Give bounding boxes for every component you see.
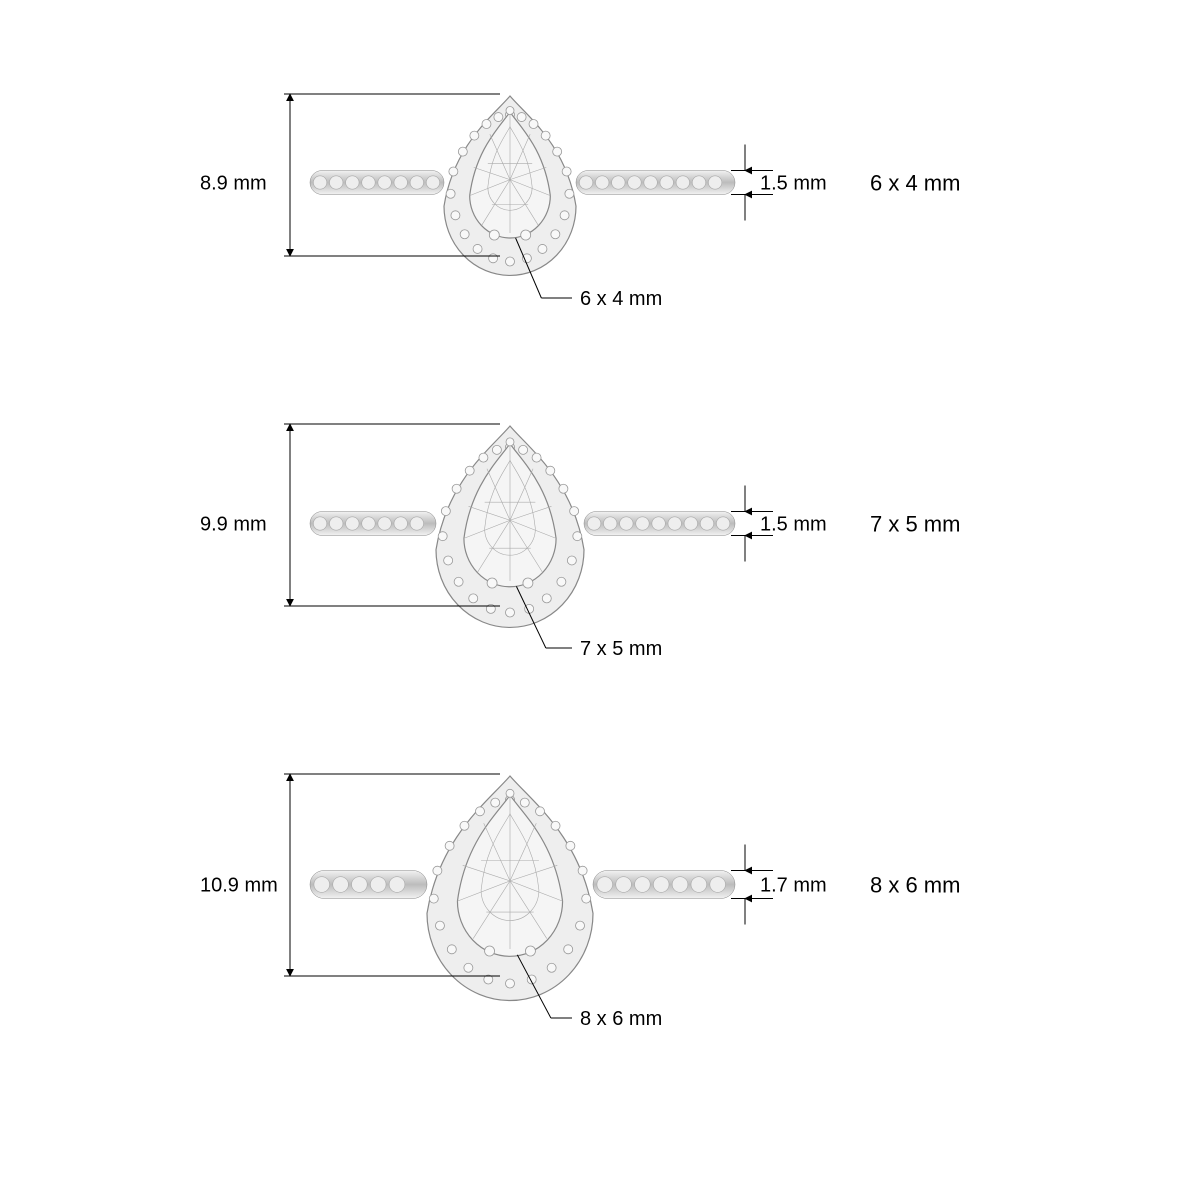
- band-thickness-label: 1.5 mm: [760, 514, 827, 536]
- ring-6x4: 8.9 mm 1.5 mm 6 x 4 mm 6 x 4 mm: [200, 94, 960, 310]
- band-thickness-label: 1.5 mm: [760, 173, 827, 195]
- size-label: 8 x 6 mm: [870, 873, 960, 898]
- size-label: 6 x 4 mm: [870, 171, 960, 196]
- height-label: 9.9 mm: [200, 514, 267, 536]
- band-thickness-label: 1.7 mm: [760, 875, 827, 897]
- ring-8x6: 10.9 mm 1.7 mm 8 x 6 mm 8 x 6 mm: [200, 774, 960, 1030]
- stone-size-label: 7 x 5 mm: [580, 638, 662, 660]
- ring-7x5: 9.9 mm 1.5 mm 7 x 5 mm 7 x 5 mm: [200, 424, 960, 660]
- stone-size-label: 6 x 4 mm: [580, 288, 662, 310]
- height-label: 8.9 mm: [200, 173, 267, 195]
- size-label: 7 x 5 mm: [870, 512, 960, 537]
- height-label: 10.9 mm: [200, 875, 278, 897]
- stone-size-label: 8 x 6 mm: [580, 1008, 662, 1030]
- technical-drawing: 8.9 mm 1.5 mm 6 x 4 mm 6 x 4 mm 9.9 mm 1.5 mm…: [0, 0, 1200, 1200]
